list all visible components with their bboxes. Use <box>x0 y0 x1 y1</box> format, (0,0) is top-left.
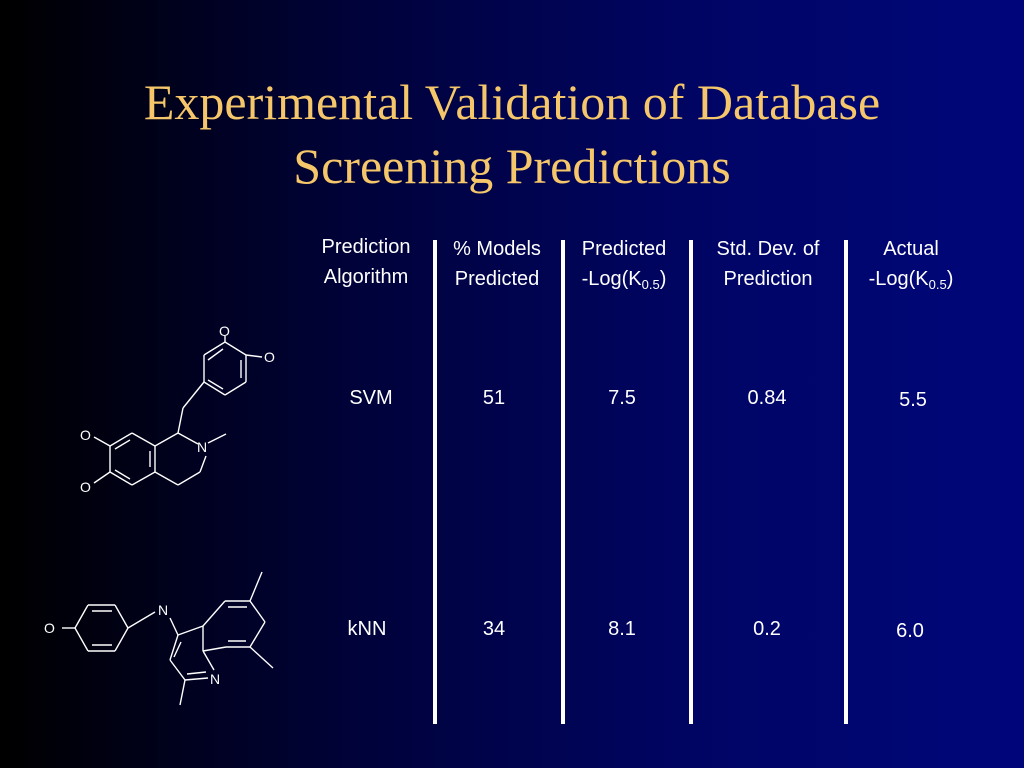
molecule-1: O O N O O <box>80 323 275 495</box>
header-text: ) <box>946 268 954 290</box>
header-line: -Log(K0.5) <box>846 264 976 294</box>
header-line: % Models <box>453 238 541 260</box>
header-text: -Log(K <box>868 268 929 290</box>
header-text: ) <box>659 268 667 290</box>
column-divider <box>561 240 565 724</box>
column-divider <box>689 240 693 724</box>
title-line-2: Screening Predictions <box>293 138 731 194</box>
atom-label: O <box>80 479 91 495</box>
header-models-predicted: % Models Predicted <box>436 234 558 294</box>
header-line: Std. Dev. of <box>716 238 820 260</box>
header-line: Actual <box>883 238 939 260</box>
cell-std-dev: 0.84 <box>747 387 787 409</box>
header-subscript: 0.5 <box>641 277 660 292</box>
cell-actual: 5.5 <box>899 389 927 411</box>
atom-label: O <box>219 323 230 339</box>
header-line: Prediction <box>321 236 411 258</box>
atom-label: O <box>44 620 55 636</box>
atom-label: O <box>264 349 275 365</box>
cell-std-dev: 0.2 <box>753 618 781 640</box>
atom-label: N <box>197 439 207 455</box>
header-text: -Log(K <box>581 268 642 290</box>
cell-predicted: 7.5 <box>608 387 636 409</box>
cell-models-predicted: 51 <box>482 387 506 409</box>
atom-label: O <box>80 427 91 443</box>
header-line: -Log(K0.5) <box>560 264 688 294</box>
header-std-dev: Std. Dev. of Prediction <box>692 234 844 294</box>
header-line: Predicted <box>581 238 667 260</box>
header-actual-log: Actual -Log(K0.5) <box>846 234 976 294</box>
cell-models-predicted: 34 <box>482 618 506 640</box>
header-subscript: 0.5 <box>928 277 947 292</box>
column-divider <box>433 240 437 724</box>
atom-label: N <box>158 602 168 618</box>
cell-actual: 6.0 <box>896 620 924 642</box>
header-prediction-algorithm: Prediction Algorithm <box>296 232 436 292</box>
molecule-2: O N N <box>44 571 274 706</box>
header-predicted-log: Predicted -Log(K0.5) <box>560 234 688 294</box>
column-divider <box>844 240 848 724</box>
header-line: Algorithm <box>323 266 409 288</box>
header-line: Predicted <box>454 268 540 290</box>
atom-label: N <box>210 671 220 687</box>
cell-algorithm: SVM <box>349 387 393 409</box>
cell-predicted: 8.1 <box>608 618 636 640</box>
header-line: Prediction <box>723 268 813 290</box>
cell-algorithm: kNN <box>347 618 387 640</box>
title-line-1: Experimental Validation of Database <box>143 74 881 130</box>
slide-title: Experimental Validation of Database Scre… <box>0 70 1024 198</box>
